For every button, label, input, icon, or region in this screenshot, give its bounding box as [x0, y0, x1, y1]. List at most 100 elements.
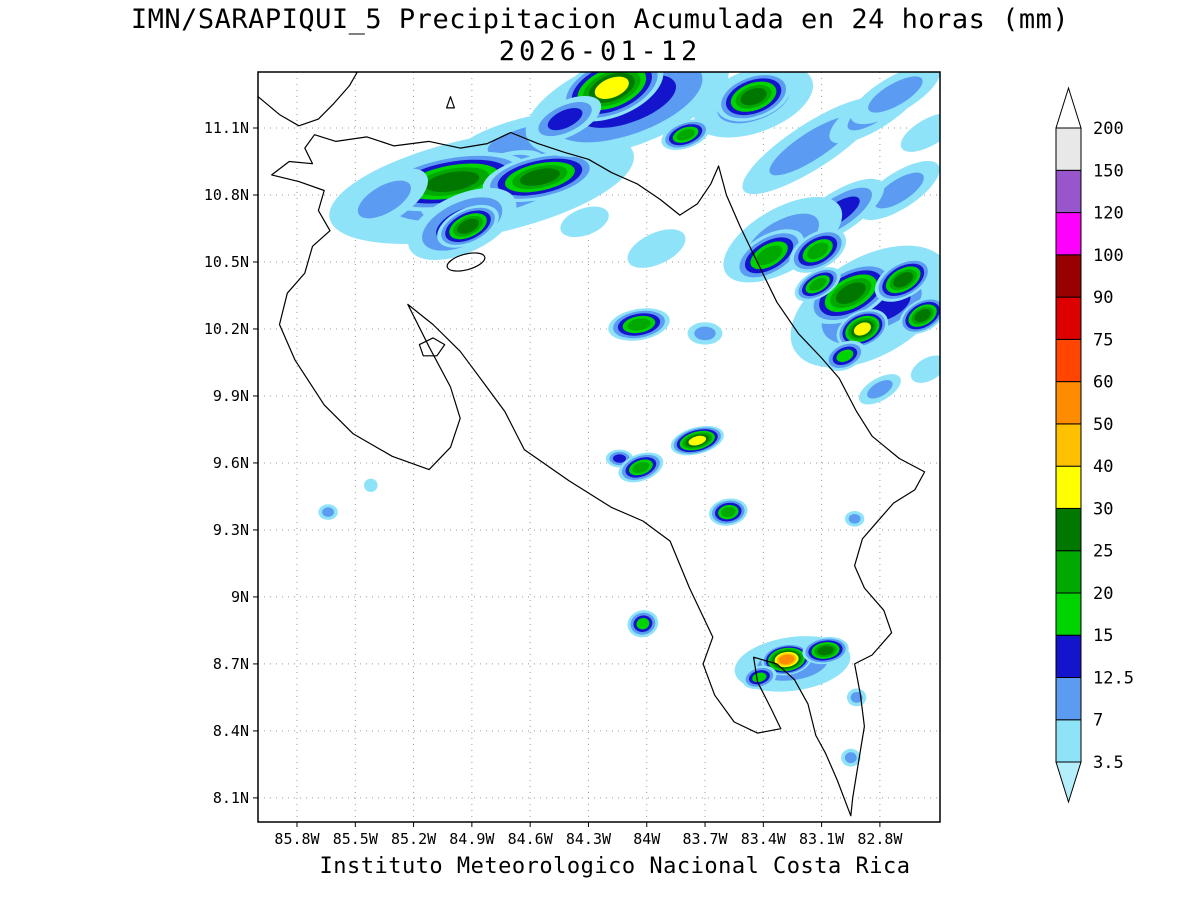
colorbar-segment [1055, 423, 1082, 467]
lon-axis: 85.8W 85.5W 85.2W 84.9W 84.6W 84.3W 84W 83.7W 83… [274, 822, 903, 848]
precip-contour [740, 88, 767, 106]
colorbar-segment [1055, 634, 1082, 679]
precip-contour [676, 128, 695, 141]
colorbar: 3.5 7 12.5 15 20 25 30 40 50 60 75 90 100 120 150 200 [1055, 86, 1134, 804]
geo-outlines [258, 72, 926, 817]
chira-island [418, 337, 446, 357]
precip-contour [519, 168, 560, 186]
precip-contour [560, 206, 609, 238]
lake-nicaragua-shore [258, 72, 358, 127]
lon-tick-label: 85.5W [333, 830, 379, 848]
lon-tick-label: 84.3W [566, 830, 612, 848]
colorbar-tick-label: 200 [1093, 119, 1124, 139]
precip-contour [357, 180, 411, 219]
colorbar-tick-label: 50 [1093, 415, 1113, 435]
precip-contour [807, 242, 829, 260]
colorbar-tick-label: 30 [1093, 499, 1113, 519]
precip-contour [893, 272, 914, 288]
lat-tick-label: 8.1N [213, 789, 249, 807]
colorbar-tick-label: 20 [1093, 584, 1113, 604]
precip-contour [853, 322, 871, 336]
precip-contour [836, 349, 854, 363]
precip-contour [694, 326, 716, 341]
precip-contour [874, 172, 924, 209]
lat-axis: 11.1N 10.8N 10.5N 10.2N 9.9N 9.6N 9.3N 9N 8.7N 8.… [204, 119, 258, 807]
colorbar-segment [1055, 296, 1082, 340]
colorbar-tick-label: 75 [1093, 330, 1113, 350]
precip-contour [721, 507, 736, 518]
precip-cells-layer [318, 72, 940, 767]
colorbar-segment [1055, 465, 1082, 509]
lat-tick-label: 10.8N [204, 186, 249, 204]
colorbar-arrow-top [1055, 86, 1082, 129]
lon-tick-label: 85.8W [274, 830, 320, 848]
colorbar-segment [1055, 550, 1082, 594]
colorbar-tick-label: 7 [1093, 711, 1103, 731]
colorbar-segment [1055, 381, 1082, 425]
colorbar-arrow-bottom [1055, 761, 1082, 804]
lat-tick-label: 9.6N [213, 454, 249, 472]
lat-tick-label: 9N [231, 588, 249, 606]
precip-contour [627, 318, 651, 331]
footer-caption: Instituto Meteorologico Nacional Costa R… [319, 854, 911, 879]
coastline-path [271, 131, 926, 817]
precip-contour [817, 645, 834, 656]
colorbar-segment [1055, 212, 1082, 256]
precip-contour [850, 692, 863, 703]
colorbar-segment [1055, 507, 1082, 552]
colorbar-tick-label: 15 [1093, 626, 1113, 646]
lon-tick-label: 85.2W [391, 830, 437, 848]
lon-tick-label: 84W [633, 830, 661, 848]
precip-contour [835, 282, 866, 304]
colorbar-tick-label: 90 [1093, 288, 1113, 308]
colorbar-tick-label: 3.5 [1093, 753, 1124, 773]
lon-tick-label: 84.6W [508, 830, 554, 848]
colorbar-tick-label: 100 [1093, 246, 1124, 266]
precip-contour [914, 309, 931, 323]
lat-tick-label: 8.4N [213, 722, 249, 740]
precip-contour [322, 507, 334, 517]
lon-tick-label: 84.9W [449, 830, 495, 848]
colorbar-tick-label: 60 [1093, 373, 1113, 393]
colorbar-tick-label: 12.5 [1093, 669, 1134, 689]
lat-tick-label: 8.7N [213, 655, 249, 673]
lat-tick-label: 9.3N [213, 521, 249, 539]
precip-contour [900, 113, 940, 152]
lat-tick-label: 10.2N [204, 320, 249, 338]
map-frame [257, 71, 941, 823]
lon-tick-label: 82.8W [857, 830, 903, 848]
page-title-line2: 2026-01-12 [498, 36, 702, 67]
colorbar-segment [1055, 169, 1082, 214]
lon-tick-label: 83.7W [682, 830, 728, 848]
colorbar-tick-label: 40 [1093, 457, 1113, 477]
precip-contour [613, 454, 626, 463]
precip-contour [425, 171, 480, 192]
lake-island [446, 96, 455, 109]
precip-contour [627, 229, 686, 268]
precip-contour [910, 355, 940, 383]
precip-contour [778, 654, 795, 665]
lat-tick-label: 11.1N [204, 119, 249, 137]
lat-tick-label: 10.5N [204, 253, 249, 271]
precip-contour [594, 76, 629, 99]
precip-contour [868, 76, 923, 113]
lon-tick-label: 83.4W [741, 830, 787, 848]
colorbar-tick-label: 25 [1093, 542, 1113, 562]
colorbar-tick-label: 120 [1093, 204, 1124, 224]
precip-contour [364, 478, 378, 492]
precip-contour [867, 380, 893, 399]
precip-contour [457, 218, 479, 234]
precip-contour [547, 108, 583, 131]
precip-contour [632, 461, 650, 473]
colorbar-tick-label: 150 [1093, 161, 1124, 181]
lon-tick-label: 83.1W [799, 830, 845, 848]
colorbar-segment [1055, 592, 1082, 636]
precip-contour [688, 435, 707, 446]
colorbar-segment [1055, 719, 1082, 763]
precip-contour [809, 277, 827, 291]
colorbar-segment [1055, 677, 1082, 721]
colorbar-segment [1055, 338, 1082, 383]
lat-tick-label: 9.9N [213, 387, 249, 405]
precip-contour [755, 245, 783, 266]
